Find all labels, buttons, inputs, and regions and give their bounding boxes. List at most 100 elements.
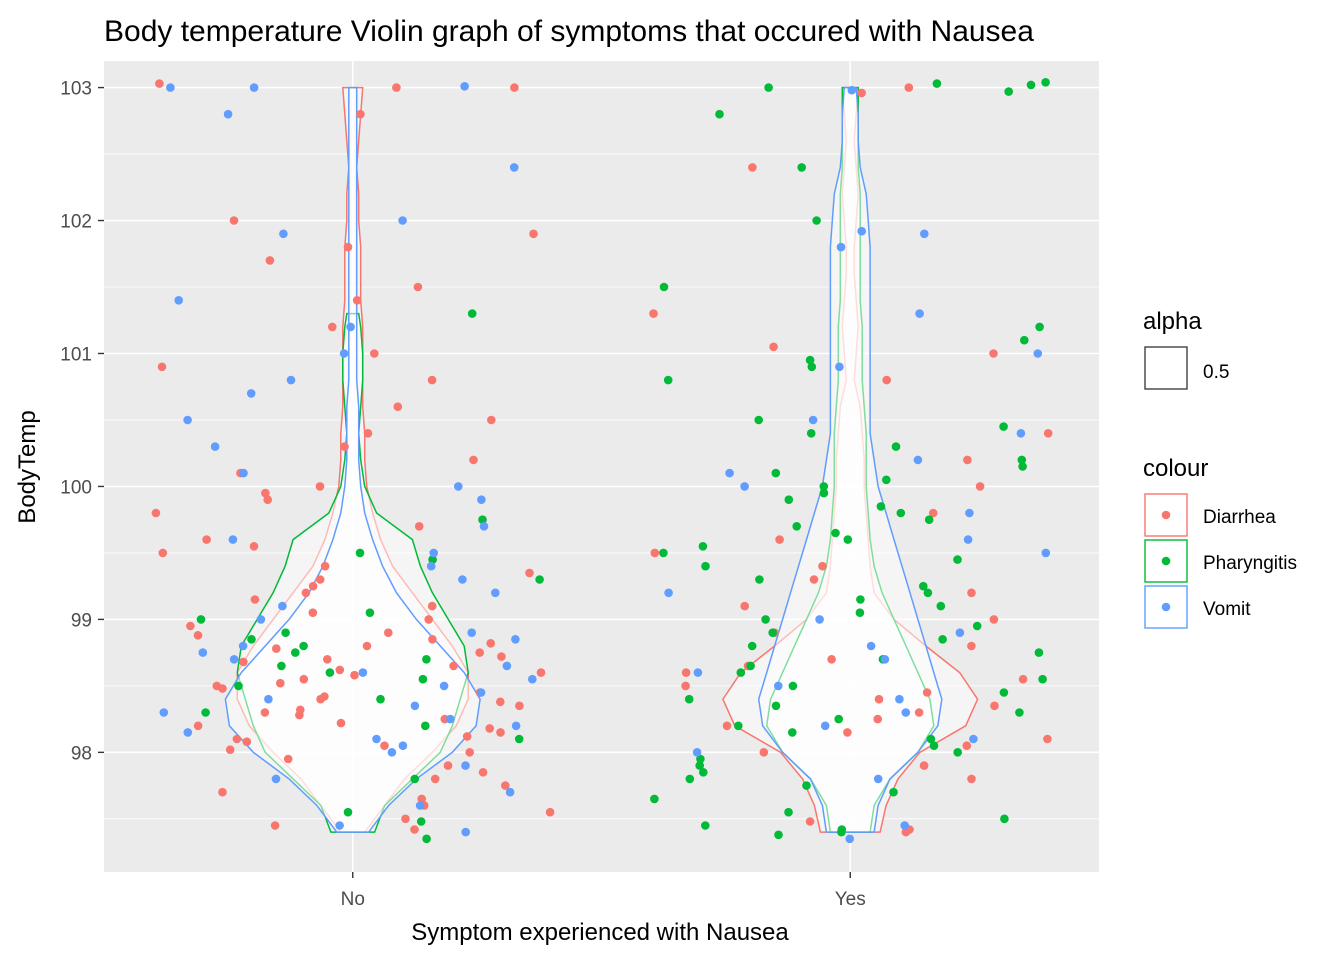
point-vomit-yes	[895, 694, 904, 704]
point-pharyngitis-yes	[896, 508, 906, 518]
point-diarrhea-yes	[882, 375, 891, 385]
point-diarrhea-no	[272, 644, 281, 653]
point-vomit-yes	[857, 226, 866, 236]
point-diarrhea-no	[545, 807, 555, 817]
point-pharyngitis-yes	[1035, 322, 1044, 332]
point-vomit-no	[387, 748, 397, 757]
point-vomit-no	[398, 741, 408, 750]
point-pharyngitis-yes	[788, 728, 797, 737]
chart-title: Body temperature Violin graph of symptom…	[104, 15, 1034, 48]
point-pharyngitis-yes	[747, 641, 757, 651]
point-vomit-no	[246, 389, 256, 398]
point-diarrhea-no	[487, 415, 496, 425]
point-diarrhea-yes	[843, 728, 852, 737]
point-pharyngitis-yes	[698, 542, 708, 551]
point-vomit-no	[183, 415, 192, 425]
point-diarrhea-no	[157, 362, 167, 372]
point-vomit-no	[183, 728, 193, 737]
point-diarrhea-no	[155, 79, 164, 88]
point-pharyngitis-yes	[929, 741, 939, 750]
point-diarrhea-yes	[722, 721, 732, 731]
point-diarrhea-no	[428, 635, 437, 644]
point-diarrhea-yes	[1043, 429, 1053, 438]
point-diarrhea-no	[417, 794, 427, 804]
point-pharyngitis-yes	[923, 588, 933, 598]
point-diarrhea-no	[370, 349, 379, 358]
point-vomit-no	[476, 688, 486, 697]
jitter-points	[151, 78, 1053, 844]
point-vomit-no	[491, 588, 500, 598]
point-vomit-no	[460, 82, 469, 91]
point-pharyngitis-yes	[1020, 335, 1029, 345]
point-pharyngitis-yes	[696, 754, 705, 764]
point-vomit-yes	[692, 748, 702, 757]
point-pharyngitis-no	[416, 817, 426, 826]
point-pharyngitis-yes	[788, 681, 798, 691]
point-vomit-yes	[1016, 429, 1026, 438]
point-diarrhea-no	[320, 561, 330, 571]
point-diarrhea-no	[401, 814, 410, 824]
point-diarrhea-no	[270, 821, 280, 830]
point-diarrhea-no	[315, 575, 325, 584]
point-vomit-no	[505, 787, 515, 797]
point-diarrhea-no	[496, 728, 505, 737]
point-diarrhea-yes	[967, 588, 976, 598]
point-vomit-no	[461, 761, 470, 770]
point-diarrhea-no	[478, 768, 488, 777]
point-diarrhea-no	[427, 601, 437, 611]
point-pharyngitis-yes	[876, 502, 886, 511]
point-vomit-no	[264, 694, 273, 704]
point-pharyngitis-yes	[754, 415, 763, 425]
point-vomit-no	[239, 468, 248, 478]
point-diarrhea-no	[475, 648, 485, 657]
legend-point-vomit	[1161, 602, 1171, 612]
point-diarrhea-yes	[967, 641, 976, 651]
point-vomit-yes	[1033, 349, 1043, 358]
point-pharyngitis-yes	[699, 768, 708, 777]
point-pharyngitis-yes	[843, 535, 853, 544]
point-pharyngitis-yes	[837, 825, 847, 834]
x-tick-label-yes: Yes	[835, 889, 866, 910]
point-vomit-yes	[920, 229, 929, 239]
point-vomit-no	[286, 375, 296, 385]
point-vomit-yes	[913, 455, 923, 465]
point-pharyngitis-no	[478, 515, 487, 524]
point-pharyngitis-yes	[734, 721, 743, 731]
point-vomit-no	[398, 216, 407, 225]
legend-colour-title: colour	[1143, 455, 1208, 482]
legend-label-vomit: Vomit	[1203, 599, 1251, 620]
point-diarrhea-no	[496, 697, 505, 707]
point-diarrhea-yes	[805, 817, 815, 826]
legend-alpha-key	[1144, 346, 1188, 390]
point-diarrhea-no	[410, 825, 419, 834]
point-diarrhea-no	[384, 628, 393, 637]
point-diarrhea-no	[356, 109, 365, 119]
point-diarrhea-no	[501, 781, 510, 790]
point-pharyngitis-yes	[755, 575, 764, 584]
point-pharyngitis-no	[535, 575, 544, 584]
point-diarrhea-yes	[922, 688, 932, 697]
point-pharyngitis-yes	[1026, 80, 1036, 90]
point-pharyngitis-no	[355, 548, 365, 558]
point-diarrhea-no	[193, 721, 203, 731]
point-diarrhea-yes	[818, 561, 827, 571]
point-diarrhea-yes	[873, 714, 882, 724]
point-pharyngitis-no	[277, 661, 286, 671]
point-pharyngitis-no	[418, 674, 428, 684]
point-diarrhea-no	[308, 581, 318, 591]
point-pharyngitis-no	[422, 834, 431, 844]
point-diarrhea-no	[497, 652, 506, 661]
point-pharyngitis-no	[234, 681, 243, 691]
point-diarrhea-no	[340, 442, 349, 451]
point-pharyngitis-yes	[715, 109, 724, 119]
point-diarrhea-yes	[809, 575, 819, 584]
point-pharyngitis-yes	[659, 548, 668, 558]
point-pharyngitis-yes	[924, 515, 934, 524]
point-pharyngitis-yes	[784, 807, 793, 817]
point-diarrhea-yes	[740, 601, 749, 611]
point-pharyngitis-no	[343, 807, 353, 817]
point-pharyngitis-yes	[932, 79, 942, 88]
point-diarrhea-yes	[681, 668, 691, 677]
point-diarrhea-no	[263, 495, 273, 505]
